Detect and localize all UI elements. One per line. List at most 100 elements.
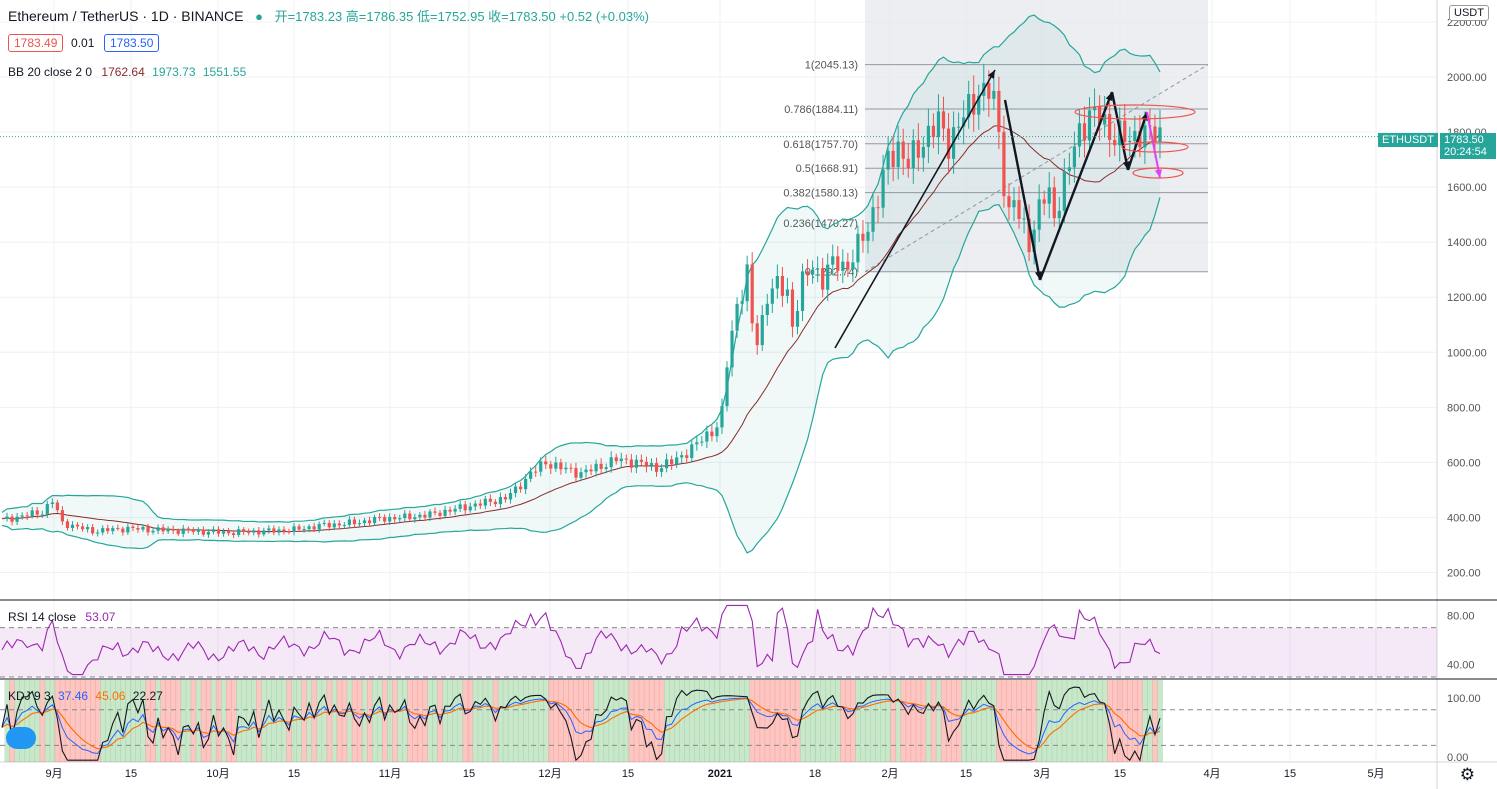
kdj-shading: [95, 680, 101, 762]
candle-body: [232, 533, 236, 535]
kdj-shading: [482, 680, 489, 762]
last-price-tag: 1783.50 20:24:54: [1440, 133, 1496, 159]
candle-body: [518, 486, 523, 490]
kdj-shading: [558, 680, 564, 762]
kdj-shading: [996, 680, 1002, 762]
time-tick-label: 11月: [379, 768, 401, 780]
kdj-shading: [729, 680, 735, 762]
currency-label[interactable]: USDT: [1449, 5, 1489, 21]
kdj-shading: [1091, 680, 1098, 762]
kdj-shading: [487, 680, 494, 762]
candle-body: [1052, 187, 1056, 219]
kdj-shading: [749, 680, 756, 762]
kdj-shading: [754, 680, 761, 762]
kdj-k-value: 37.46: [58, 689, 89, 703]
candle-body: [846, 261, 850, 270]
price-tick-label: 2000.00: [1447, 72, 1487, 84]
candle-body: [675, 457, 679, 465]
ohlc-values: 开=1783.23 高=1786.35 低=1752.95 收=1783.50 …: [274, 9, 649, 24]
kdj-shading: [1031, 680, 1038, 762]
candle-body: [131, 526, 135, 529]
kdj-shading: [311, 680, 318, 762]
candle-body: [1062, 171, 1066, 211]
kdj-shading: [1132, 680, 1138, 762]
kdj-shading: [890, 680, 897, 762]
rsi-label[interactable]: RSI 14 close: [8, 610, 77, 624]
candle-body: [685, 455, 689, 458]
kdj-shading: [220, 680, 227, 762]
candle-body: [136, 528, 140, 530]
bb-label[interactable]: BB 20 close 2 0: [8, 65, 93, 79]
kdj-shading: [110, 680, 116, 762]
kdj-shading: [225, 680, 232, 762]
settings-gear-icon[interactable]: ⚙: [1459, 765, 1475, 784]
candle-body: [821, 268, 825, 290]
wave-arrow-head: [987, 70, 995, 79]
candle-body: [695, 442, 699, 445]
rsi-legend: RSI 14 close 53.07: [8, 610, 115, 624]
kdj-shading: [266, 680, 272, 762]
kdj-shading: [623, 680, 630, 762]
kdj-shading: [668, 680, 675, 762]
kdj-shading: [185, 680, 192, 762]
kdj-shading: [477, 680, 484, 762]
candle-body: [10, 516, 14, 522]
kdj-shading: [241, 680, 247, 762]
rsi-tick-label: 80.00: [1447, 610, 1475, 622]
kdj-shading: [59, 680, 66, 762]
bb-lower-value: 1551.55: [202, 65, 247, 79]
candle-body: [599, 463, 603, 469]
kdj-label[interactable]: KDJ 9 3: [8, 689, 51, 703]
kdj-shading: [789, 680, 796, 762]
candle-body: [1002, 131, 1006, 197]
candle-body: [750, 264, 754, 324]
bid-price[interactable]: 1783.49: [8, 34, 64, 52]
kdj-shading: [306, 680, 313, 762]
kdj-shading: [608, 680, 615, 762]
candle-body: [866, 231, 870, 241]
kdj-shading: [246, 680, 252, 762]
ask-price[interactable]: 1783.50: [104, 34, 160, 52]
kdj-shading: [1071, 680, 1078, 762]
logo-icon[interactable]: [6, 727, 36, 749]
candle-body: [1158, 127, 1162, 143]
candle-body: [876, 207, 880, 209]
candle-body: [1133, 130, 1137, 141]
kdj-shading: [44, 680, 51, 762]
kdj-shading: [64, 680, 71, 762]
candle-body: [337, 523, 341, 526]
kdj-shading: [910, 680, 917, 762]
candle-body: [80, 526, 85, 530]
kdj-shading: [49, 680, 56, 762]
kdj-shading: [885, 680, 892, 762]
fib-level-label: 0.786(1884.11): [784, 104, 858, 116]
kdj-shading: [895, 680, 902, 762]
candle-body: [564, 467, 568, 470]
kdj-shading: [543, 680, 549, 762]
kdj-shading: [961, 680, 967, 762]
candle-body: [851, 262, 855, 270]
candle-body: [70, 524, 75, 529]
candle-body: [448, 509, 452, 512]
kdj-shading: [870, 680, 876, 762]
symbol-title[interactable]: Ethereum / TetherUS · 1D · BINANCE: [8, 8, 244, 24]
candle-body: [664, 459, 669, 469]
candle-body: [488, 498, 492, 502]
kdj-shading: [165, 680, 172, 762]
kdj-shading: [1157, 680, 1163, 762]
time-tick-label: 15: [1114, 768, 1126, 780]
kdj-shading: [553, 680, 559, 762]
candle-body: [1113, 139, 1117, 146]
kdj-shading: [704, 680, 710, 762]
candle-body: [921, 146, 925, 158]
rsi-band: [0, 627, 1437, 677]
candle-body: [614, 457, 618, 462]
kdj-shading: [573, 680, 579, 762]
candle-body: [101, 528, 105, 533]
kdj-shading: [1096, 680, 1103, 762]
candle-body: [468, 506, 472, 511]
price-tick-label: 200.00: [1447, 567, 1481, 579]
time-tick-label: 4月: [1203, 768, 1220, 780]
kdj-shading: [1086, 680, 1093, 762]
